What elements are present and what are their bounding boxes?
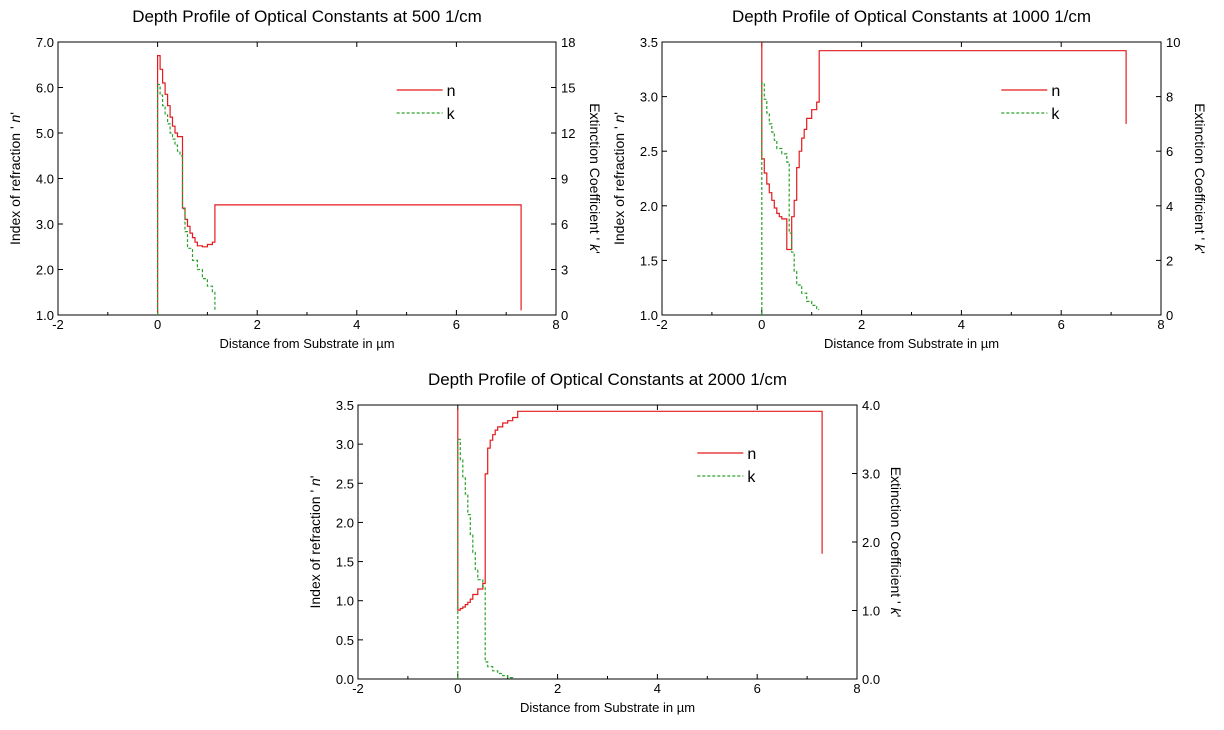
x-tick-label: 4 bbox=[353, 317, 360, 332]
y-tick-label: 1.0 bbox=[36, 308, 54, 323]
x-tick-label: 2 bbox=[254, 317, 261, 332]
y-tick-label: 3.5 bbox=[640, 35, 658, 50]
y2-tick-label: 15 bbox=[561, 81, 575, 96]
y2-tick-label: 2 bbox=[1166, 253, 1173, 268]
legend-label-k: k bbox=[747, 469, 756, 486]
series-line-k bbox=[457, 438, 514, 679]
y2-tick-label: 2.0 bbox=[862, 535, 880, 550]
x-tick-label: 4 bbox=[958, 317, 965, 332]
x-tick-label: 8 bbox=[552, 317, 559, 332]
plot-frame bbox=[661, 41, 1162, 316]
chart-title: Depth Profile of Optical Constants at 50… bbox=[132, 7, 482, 26]
y-tick-label: 2.0 bbox=[640, 199, 658, 214]
x-tick-label: 8 bbox=[853, 681, 860, 696]
x-axis-label: Distance from Substrate in µm bbox=[219, 336, 394, 351]
y-axis-label: Index of refraction ' n' bbox=[7, 112, 23, 245]
y-axis-label: Index of refraction ' n' bbox=[307, 476, 323, 609]
y-tick-label: 5.0 bbox=[36, 126, 54, 141]
x-tick-label: 6 bbox=[453, 317, 460, 332]
x-axis-label: Distance from Substrate in µm bbox=[824, 336, 999, 351]
series-line-n bbox=[157, 54, 522, 315]
y2-tick-label: 12 bbox=[561, 126, 575, 141]
plot-frame bbox=[357, 404, 858, 680]
y2-tick-label: 3.0 bbox=[862, 467, 880, 482]
y-tick-label: 2.5 bbox=[640, 144, 658, 159]
y-tick-label: 0.5 bbox=[336, 633, 354, 648]
y2-tick-label: 10 bbox=[1166, 35, 1180, 50]
chart-title: Depth Profile of Optical Constants at 20… bbox=[428, 370, 787, 389]
legend-label-n: n bbox=[447, 83, 456, 100]
x-tick-label: 4 bbox=[654, 681, 661, 696]
y-tick-label: 3.0 bbox=[640, 90, 658, 105]
series-line-n bbox=[761, 42, 1127, 251]
x-tick-label: -2 bbox=[656, 317, 668, 332]
x-tick-label: 0 bbox=[758, 317, 765, 332]
legend-label-n: n bbox=[1051, 83, 1060, 100]
series-line-k bbox=[157, 83, 216, 315]
y-tick-label: 0.0 bbox=[336, 672, 354, 687]
x-tick-label: 0 bbox=[454, 681, 461, 696]
y2-axis-label: Extinction Coefficient ' k' bbox=[888, 467, 904, 618]
y-tick-label: 2.0 bbox=[36, 263, 54, 278]
legend-label-k: k bbox=[1051, 106, 1060, 123]
chart-1000: Depth Profile of Optical Constants at 10… bbox=[611, 7, 1208, 351]
y-tick-label: 3.0 bbox=[36, 217, 54, 232]
x-tick-label: 2 bbox=[858, 317, 865, 332]
y2-tick-label: 8 bbox=[1166, 90, 1173, 105]
y2-tick-label: 6 bbox=[561, 217, 568, 232]
y2-tick-label: 4 bbox=[1166, 199, 1173, 214]
y-tick-label: 3.0 bbox=[336, 437, 354, 452]
plot-frame bbox=[57, 41, 557, 316]
y2-tick-label: 0 bbox=[1166, 308, 1173, 323]
y-tick-label: 2.5 bbox=[336, 476, 354, 491]
y2-tick-label: 0.0 bbox=[862, 672, 880, 687]
y2-axis-label: Extinction Coefficient ' k' bbox=[587, 103, 603, 254]
chart-title: Depth Profile of Optical Constants at 10… bbox=[732, 7, 1091, 26]
x-tick-label: -2 bbox=[52, 317, 64, 332]
y2-tick-label: 6 bbox=[1166, 144, 1173, 159]
x-tick-label: 8 bbox=[1157, 317, 1164, 332]
y2-axis-label: Extinction Coefficient ' k' bbox=[1192, 103, 1208, 254]
chart-2000: Depth Profile of Optical Constants at 20… bbox=[307, 370, 904, 715]
y-tick-label: 1.0 bbox=[640, 308, 658, 323]
series-line-n bbox=[457, 408, 823, 611]
y2-tick-label: 4.0 bbox=[862, 398, 880, 413]
chart-500: Depth Profile of Optical Constants at 50… bbox=[7, 7, 603, 351]
legend-label-n: n bbox=[747, 446, 756, 463]
y-tick-label: 3.5 bbox=[336, 398, 354, 413]
x-axis-label: Distance from Substrate in µm bbox=[520, 700, 695, 715]
x-tick-label: 6 bbox=[1058, 317, 1065, 332]
y-axis-label: Index of refraction ' n' bbox=[611, 112, 627, 245]
y-tick-label: 1.5 bbox=[336, 555, 354, 570]
y-tick-label: 4.0 bbox=[36, 172, 54, 187]
y-tick-label: 2.0 bbox=[336, 515, 354, 530]
series-line-k bbox=[761, 82, 820, 315]
y-tick-label: 6.0 bbox=[36, 81, 54, 96]
y2-tick-label: 3 bbox=[561, 263, 568, 278]
y-tick-label: 7.0 bbox=[36, 35, 54, 50]
x-tick-label: 6 bbox=[754, 681, 761, 696]
y2-tick-label: 1.0 bbox=[862, 604, 880, 619]
x-tick-label: 0 bbox=[154, 317, 161, 332]
y2-tick-label: 0 bbox=[561, 308, 568, 323]
y2-tick-label: 9 bbox=[561, 172, 568, 187]
x-tick-label: -2 bbox=[352, 681, 364, 696]
y-tick-label: 1.5 bbox=[640, 253, 658, 268]
x-tick-label: 2 bbox=[554, 681, 561, 696]
y2-tick-label: 18 bbox=[561, 35, 575, 50]
legend-label-k: k bbox=[447, 106, 456, 123]
y-tick-label: 1.0 bbox=[336, 594, 354, 609]
